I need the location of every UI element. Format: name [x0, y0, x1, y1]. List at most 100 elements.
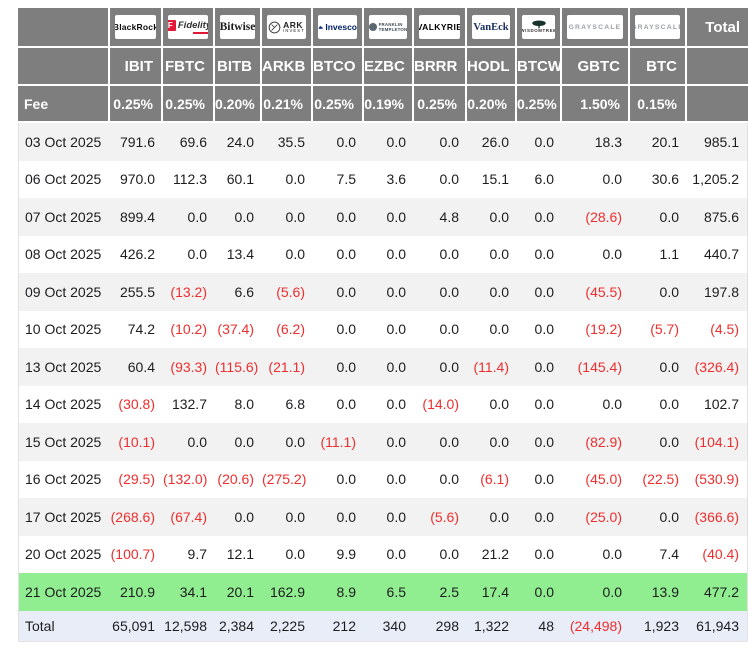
value-cell: 0.0	[467, 498, 517, 536]
fee-ezbc: 0.19%	[364, 86, 414, 123]
value-cell: 255.5	[110, 273, 163, 311]
value-cell: 0.0	[262, 198, 313, 236]
value-cell: (20.6)	[215, 460, 262, 498]
value-cell: 0.0	[414, 273, 467, 311]
date-cell: 21 Oct 2025	[18, 573, 110, 611]
value-cell: 112.3	[163, 160, 215, 198]
provider-cell-ezbc: FRANKLIN TEMPLETON	[364, 8, 414, 48]
date-cell: 07 Oct 2025	[18, 198, 110, 236]
provider-cell-gbtc: GRAYSCALE	[562, 8, 630, 48]
value-cell: 970.0	[110, 160, 163, 198]
value-cell: (115.6)	[215, 348, 262, 386]
value-cell: 69.6	[163, 123, 215, 161]
value-cell: 0.0	[467, 423, 517, 461]
value-cell: 0.0	[414, 235, 467, 273]
value-cell: (22.5)	[630, 460, 687, 498]
value-cell: 0.0	[313, 385, 364, 423]
value-cell: 26.0	[467, 123, 517, 161]
value-cell: 60.4	[110, 348, 163, 386]
value-cell: (29.5)	[110, 460, 163, 498]
value-cell: 0.0	[517, 348, 562, 386]
value-cell: 0.0	[215, 423, 262, 461]
value-cell: 440.7	[687, 235, 748, 273]
value-cell: 0.0	[262, 498, 313, 536]
table-row: 15 Oct 2025 (10.1) 0.0 0.0 0.0 (11.1) 0.0 0.0 0.…	[18, 423, 748, 461]
value-cell: (10.1)	[110, 423, 163, 461]
value-cell: (93.3)	[163, 348, 215, 386]
value-cell: (14.0)	[414, 385, 467, 423]
provider-logo-ark: ARK INVEST	[267, 15, 306, 39]
value-cell: 1,205.2	[687, 160, 748, 198]
value-cell: 0.0	[163, 198, 215, 236]
value-cell: 0.0	[630, 423, 687, 461]
value-cell: 0.0	[517, 535, 562, 573]
table-row: 13 Oct 2025 60.4 (93.3) (115.6) (21.1) 0.0 0.0…	[18, 348, 748, 386]
fee-btcw: 0.25%	[517, 86, 562, 123]
wisdomtree-logo: WISDOMTREE	[522, 20, 555, 33]
value-cell: 0.0	[517, 235, 562, 273]
value-cell: (19.2)	[562, 310, 630, 348]
blackrock-wordmark: BlackRock	[115, 22, 156, 32]
value-cell: (5.6)	[262, 273, 313, 311]
total-row: Total 65,091 12,598 2,384 2,225 212 340 298 1,32…	[18, 610, 748, 642]
value-cell: (268.6)	[110, 498, 163, 536]
total-value-cell: 298	[414, 610, 467, 642]
table-row: 16 Oct 2025 (29.5) (132.0) (20.6) (275.2) 0.0…	[18, 460, 748, 498]
ticker-brrr: BRRR	[414, 48, 467, 86]
value-cell: 3.6	[364, 160, 414, 198]
fee-gbtc: 1.50%	[562, 86, 630, 123]
ticker-btco: BTCO	[313, 48, 364, 86]
value-cell: 8.9	[313, 573, 364, 611]
value-cell: 0.0	[414, 160, 467, 198]
total-value-cell: 2,384	[215, 610, 262, 642]
date-cell: 09 Oct 2025	[18, 273, 110, 311]
fee-ibit: 0.25%	[110, 86, 163, 123]
table-header: BlackRock F Fidelity Bitwise ARK INVEST Invesc…	[18, 8, 748, 123]
provider-logo-bitwise: Bitwise	[220, 15, 255, 39]
value-cell: 74.2	[110, 310, 163, 348]
provider-cell-btc: GRAYSCALE	[630, 8, 687, 48]
value-cell: 0.0	[414, 310, 467, 348]
value-cell: 0.0	[562, 235, 630, 273]
value-cell: 0.0	[630, 198, 687, 236]
value-cell: 0.0	[262, 423, 313, 461]
ticker-ezbc: EZBC	[364, 48, 414, 86]
value-cell: 0.0	[467, 385, 517, 423]
fee-bitb: 0.20%	[215, 86, 262, 123]
value-cell: (10.2)	[163, 310, 215, 348]
fidelity-f-icon: F	[168, 20, 176, 32]
fee-fbtc: 0.25%	[163, 86, 215, 123]
value-cell: (6.2)	[262, 310, 313, 348]
wisdomtree-tree-icon	[531, 20, 546, 29]
total-value-cell: 1,322	[467, 610, 517, 642]
ticker-btcw: BTCW	[517, 48, 562, 86]
total-value-cell: 2,225	[262, 610, 313, 642]
value-cell: 60.1	[215, 160, 262, 198]
value-cell: 0.0	[313, 235, 364, 273]
provider-cell-hodl: VanEck	[467, 8, 517, 48]
value-cell: 0.0	[562, 535, 630, 573]
value-cell: 0.0	[313, 310, 364, 348]
ark-circle-icon	[268, 21, 281, 33]
fidelity-logo: F Fidelity	[168, 20, 208, 34]
value-cell: 17.4	[467, 573, 517, 611]
value-cell: 7.4	[630, 535, 687, 573]
value-cell: 0.0	[313, 460, 364, 498]
value-cell: 426.2	[110, 235, 163, 273]
value-cell: 875.6	[687, 198, 748, 236]
value-cell: 0.0	[364, 310, 414, 348]
franklin-circle-icon	[369, 23, 377, 31]
value-cell: 0.0	[414, 348, 467, 386]
value-cell: (11.1)	[313, 423, 364, 461]
value-cell: 0.0	[364, 423, 414, 461]
total-value-cell: (24,498)	[562, 610, 630, 642]
date-cell: 08 Oct 2025	[18, 235, 110, 273]
value-cell: (275.2)	[262, 460, 313, 498]
value-cell: (4.5)	[687, 310, 748, 348]
provider-logo-invesco: Invesco	[318, 15, 357, 39]
total-label-cell: Total	[18, 610, 110, 642]
provider-logo-wisdomtree: WISDOMTREE	[522, 15, 555, 39]
provider-logo-grayscale: GRAYSCALE	[567, 15, 623, 39]
value-cell: 0.0	[517, 198, 562, 236]
